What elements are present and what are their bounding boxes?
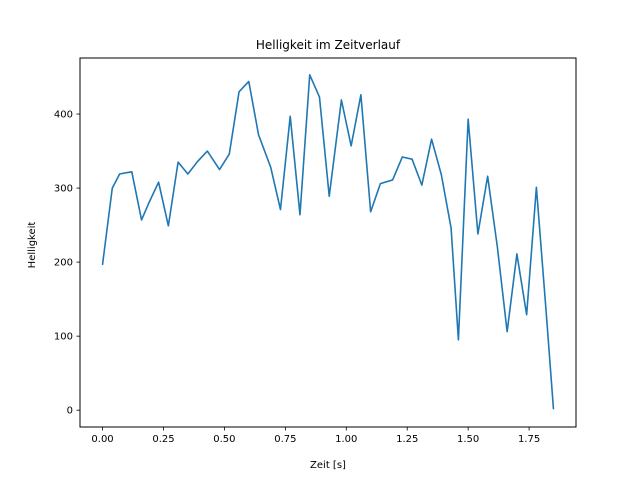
x-axis-label: Zeit [s] xyxy=(310,460,346,471)
plot-frame xyxy=(79,57,577,428)
series-line-0 xyxy=(101,74,555,410)
y-tick-label: 300 xyxy=(54,184,73,195)
y-axis-label: Helligkeit xyxy=(27,222,38,269)
y-axis: 0 100 200 300 400 xyxy=(54,110,80,417)
y-tick-label: 200 xyxy=(54,258,73,269)
x-tick-label: 0.00 xyxy=(91,434,113,445)
x-axis: 0.00 0.25 0.50 0.75 1.00 1.25 1.50 1.75 xyxy=(91,427,540,445)
y-tick-label: 100 xyxy=(54,332,73,343)
chart-title: Helligkeit im Zeitverlauf xyxy=(256,38,401,52)
x-tick-label: 1.75 xyxy=(518,434,540,445)
y-tick-label: 400 xyxy=(54,110,73,121)
x-tick-label: 0.75 xyxy=(274,434,296,445)
x-tick-label: 0.25 xyxy=(152,434,174,445)
y-tick-label: 0 xyxy=(67,406,73,417)
x-tick-label: 0.50 xyxy=(213,434,235,445)
x-tick-label: 1.25 xyxy=(396,434,418,445)
x-tick-label: 1.00 xyxy=(335,434,357,445)
x-tick-label: 1.50 xyxy=(457,434,479,445)
plot-area xyxy=(101,74,555,410)
